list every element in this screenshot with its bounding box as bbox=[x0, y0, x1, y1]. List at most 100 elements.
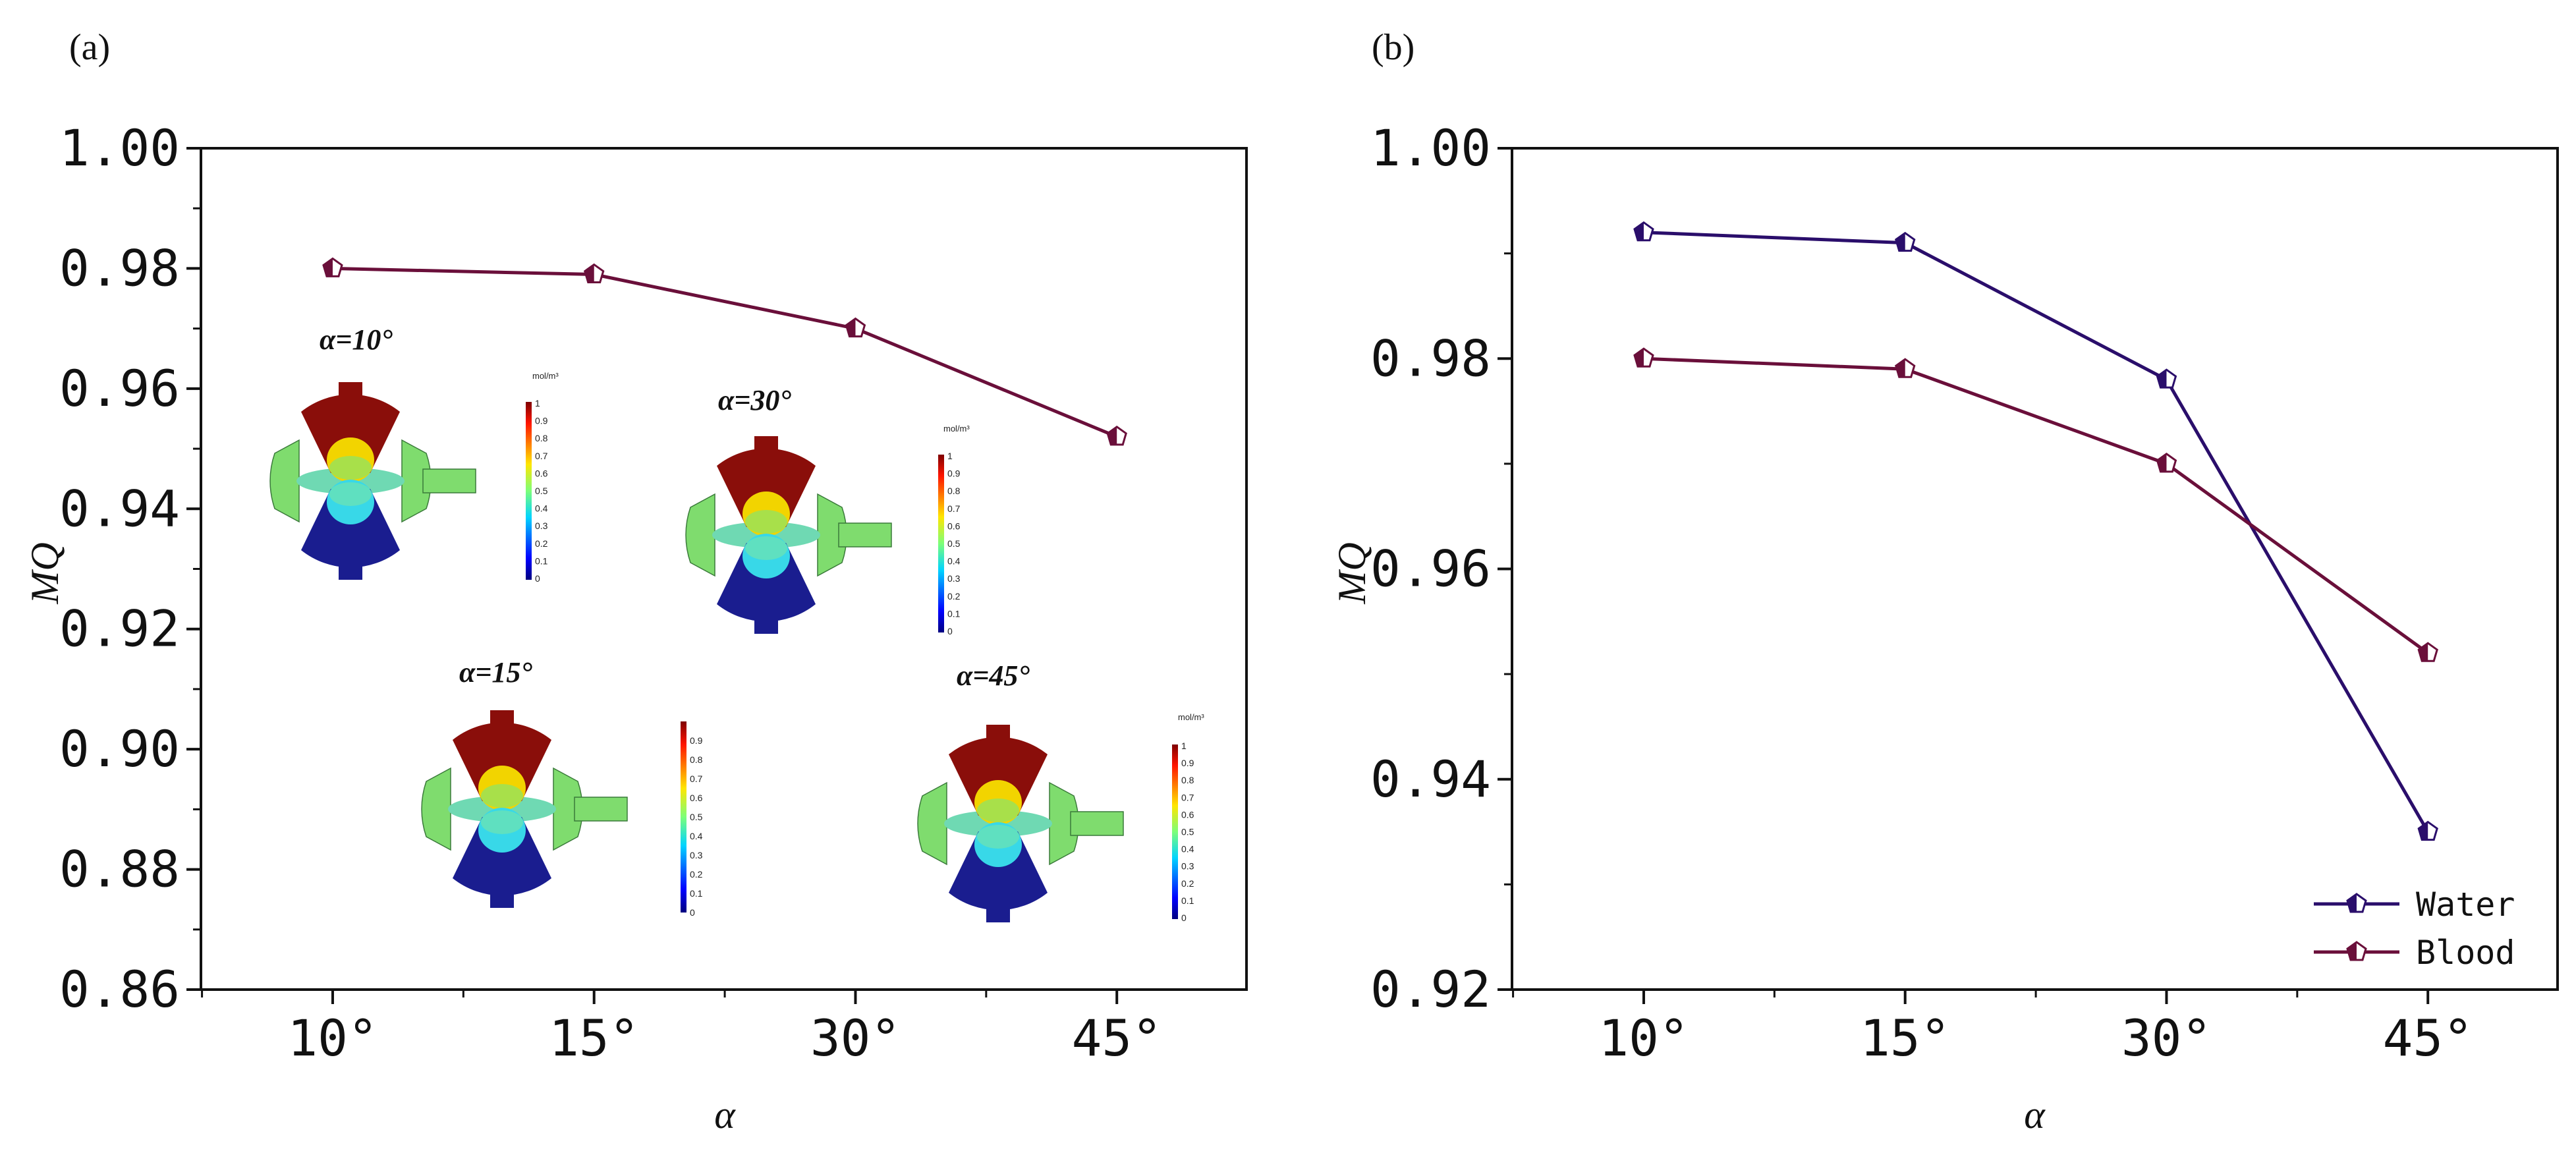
inset-label-30: α=30° bbox=[718, 384, 791, 416]
inset-alpha-15: α=15° 0.9 0.8 0.7 0.6 0.5 0.4 0.3 0.2 0.1 0 bbox=[421, 656, 703, 918]
a-xtick-label: 15° bbox=[549, 1009, 639, 1067]
panel-b-legend: Water Blood bbox=[2314, 885, 2515, 972]
b-xtick-label: 30° bbox=[2121, 1009, 2212, 1067]
colorbar-tick-label: 0.9 bbox=[1181, 758, 1194, 768]
a-point-blood bbox=[1106, 426, 1127, 446]
a-ytick-label: 1.00 bbox=[59, 119, 180, 177]
colorbar-tick-label: 0.7 bbox=[1181, 792, 1194, 802]
inset-label-15: α=15° bbox=[459, 656, 532, 688]
colorbar-tick-label: 0.4 bbox=[535, 503, 548, 514]
b-point-water bbox=[1895, 232, 1916, 252]
b-xtick-label: 15° bbox=[1860, 1009, 1950, 1067]
a-ytick-label: 0.90 bbox=[59, 719, 180, 778]
colorbar-tick-label: 0.9 bbox=[535, 416, 548, 426]
colorbar-tick-label: 0.6 bbox=[535, 468, 548, 478]
colorbar-tick-label: 0 bbox=[1181, 912, 1187, 923]
colorbar-tick-label: 0.6 bbox=[1181, 809, 1194, 820]
colorbar-15 bbox=[681, 721, 686, 912]
inset-label-10: α=10° bbox=[320, 323, 393, 356]
colorbar-unit-10: mol/m³ bbox=[532, 371, 559, 381]
colorbar-tick-label: 0.1 bbox=[690, 888, 703, 899]
b-ytick-label: 1.00 bbox=[1370, 119, 1491, 177]
colorbar-tick-label: 0.5 bbox=[535, 486, 548, 496]
colorbar-tick-label: 0 bbox=[947, 626, 953, 636]
b-legend-label: Water bbox=[2416, 885, 2515, 924]
colorbar-tick-label: 0.3 bbox=[535, 520, 548, 531]
colorbar-tick-label: 1 bbox=[535, 398, 540, 408]
colorbar-tick-label: 0.3 bbox=[947, 573, 961, 584]
colorbar-tick-label: 0.6 bbox=[947, 520, 961, 531]
colorbar-tick-label: 0.5 bbox=[1181, 827, 1194, 837]
panel-b-ylabel: MQ bbox=[1330, 542, 1374, 604]
colorbar-tick-label: 0.8 bbox=[690, 754, 703, 765]
b-xtick-label: 45° bbox=[2383, 1009, 2473, 1067]
b-point-blood bbox=[1633, 347, 1654, 368]
panel-a-chart: 0.860.880.900.920.940.960.981.00 10° 15° 3… bbox=[23, 119, 1248, 1137]
colorbar-tick-label: 0.5 bbox=[690, 812, 703, 822]
colorbar-tick-label: 0.2 bbox=[947, 591, 961, 602]
b-point-water bbox=[2156, 368, 2177, 389]
a-ytick-label: 0.96 bbox=[59, 359, 180, 418]
colorbar-tick-label: 0.8 bbox=[947, 486, 961, 496]
colorbar-tick-label: 0.6 bbox=[690, 793, 703, 803]
colorbar-tick-label: 0.4 bbox=[947, 556, 961, 567]
b-legend-label: Blood bbox=[2416, 934, 2515, 972]
colorbar-tick-label: 0.7 bbox=[947, 503, 961, 514]
inset-alpha-10: α=10° mol/m³ 1 0.9 0.8 0.7 0.6 0.5 0.4 0.3 0.2 0.… bbox=[269, 323, 559, 584]
b-xtick-label: 10° bbox=[1598, 1009, 1689, 1067]
colorbar-tick-label: 0.8 bbox=[535, 433, 548, 443]
a-xtick-label: 45° bbox=[1072, 1009, 1162, 1067]
b-point-blood bbox=[2417, 642, 2438, 662]
colorbar-tick-label: 1 bbox=[1181, 741, 1187, 751]
colorbar-tick-label: 0.1 bbox=[947, 608, 961, 619]
colorbar-tick-label: 0.7 bbox=[690, 773, 703, 784]
inset-alpha-30: α=30° mol/m³ 1 0.9 0.8 0.7 0.6 0.5 0.4 0.3 0.2 0.… bbox=[685, 384, 970, 636]
a-xtick-label: 30° bbox=[810, 1009, 901, 1067]
a-ytick-label: 0.92 bbox=[59, 600, 180, 658]
a-point-blood bbox=[845, 318, 866, 338]
colorbar-tick-label: 0.2 bbox=[1181, 878, 1194, 889]
b-series-line-water bbox=[1643, 231, 2430, 833]
b-legend-marker bbox=[2346, 893, 2367, 913]
a-ytick-label: 0.98 bbox=[59, 239, 180, 297]
b-point-blood bbox=[2156, 453, 2177, 473]
panel-a-xlabel: α bbox=[714, 1093, 736, 1137]
panel-a-label: (a) bbox=[69, 27, 110, 68]
colorbar-tick-label: 0.4 bbox=[1181, 844, 1194, 855]
b-ytick-label: 0.98 bbox=[1370, 329, 1491, 387]
panel-a-ylabel: MQ bbox=[23, 542, 67, 604]
a-xtick-label: 10° bbox=[287, 1009, 378, 1067]
colorbar-tick-label: 0.2 bbox=[690, 869, 703, 880]
colorbar-tick-label: 0.2 bbox=[535, 538, 548, 549]
a-ytick-label: 0.88 bbox=[59, 840, 180, 899]
a-point-blood bbox=[584, 264, 605, 284]
b-ytick-label: 0.92 bbox=[1370, 960, 1491, 1019]
b-series-line-blood bbox=[1643, 356, 2429, 655]
inset-label-45: α=45° bbox=[957, 660, 1030, 692]
colorbar-unit-45: mol/m³ bbox=[1178, 712, 1204, 722]
a-series-line-blood bbox=[332, 266, 1118, 439]
colorbar-tick-label: 0.9 bbox=[690, 735, 703, 746]
colorbar-30 bbox=[938, 455, 944, 632]
inset-alpha-45: α=45° mol/m³ 1 0.9 0.8 0.7 0.6 0.5 0.4 0.3 0.2 0.… bbox=[917, 660, 1204, 923]
colorbar-tick-label: 0.7 bbox=[535, 451, 548, 461]
b-point-water bbox=[2417, 821, 2438, 841]
colorbar-tick-label: 0.3 bbox=[690, 850, 703, 860]
b-ytick-label: 0.96 bbox=[1370, 540, 1491, 598]
panel-b-frame bbox=[1511, 147, 2559, 991]
colorbar-tick-label: 0.4 bbox=[690, 831, 703, 841]
panel-b-chart: 0.92 0.94 0.96 0.98 1.00 10° 15° 30° 45° α MQ W… bbox=[1330, 119, 2559, 1137]
colorbar-tick-label: 1 bbox=[947, 451, 953, 461]
b-point-blood bbox=[1895, 358, 1916, 378]
panel-b-label: (b) bbox=[1372, 27, 1414, 68]
colorbar-tick-label: 0.3 bbox=[1181, 861, 1194, 872]
colorbar-tick-label: 0 bbox=[690, 907, 695, 918]
panel-b-xlabel: α bbox=[2024, 1093, 2046, 1137]
b-legend-marker bbox=[2346, 941, 2367, 961]
colorbar-tick-label: 0.9 bbox=[947, 468, 961, 479]
colorbar-10 bbox=[526, 402, 532, 580]
colorbar-tick-label: 0.8 bbox=[1181, 775, 1194, 785]
b-point-water bbox=[1633, 221, 1654, 242]
a-point-blood bbox=[322, 257, 343, 277]
